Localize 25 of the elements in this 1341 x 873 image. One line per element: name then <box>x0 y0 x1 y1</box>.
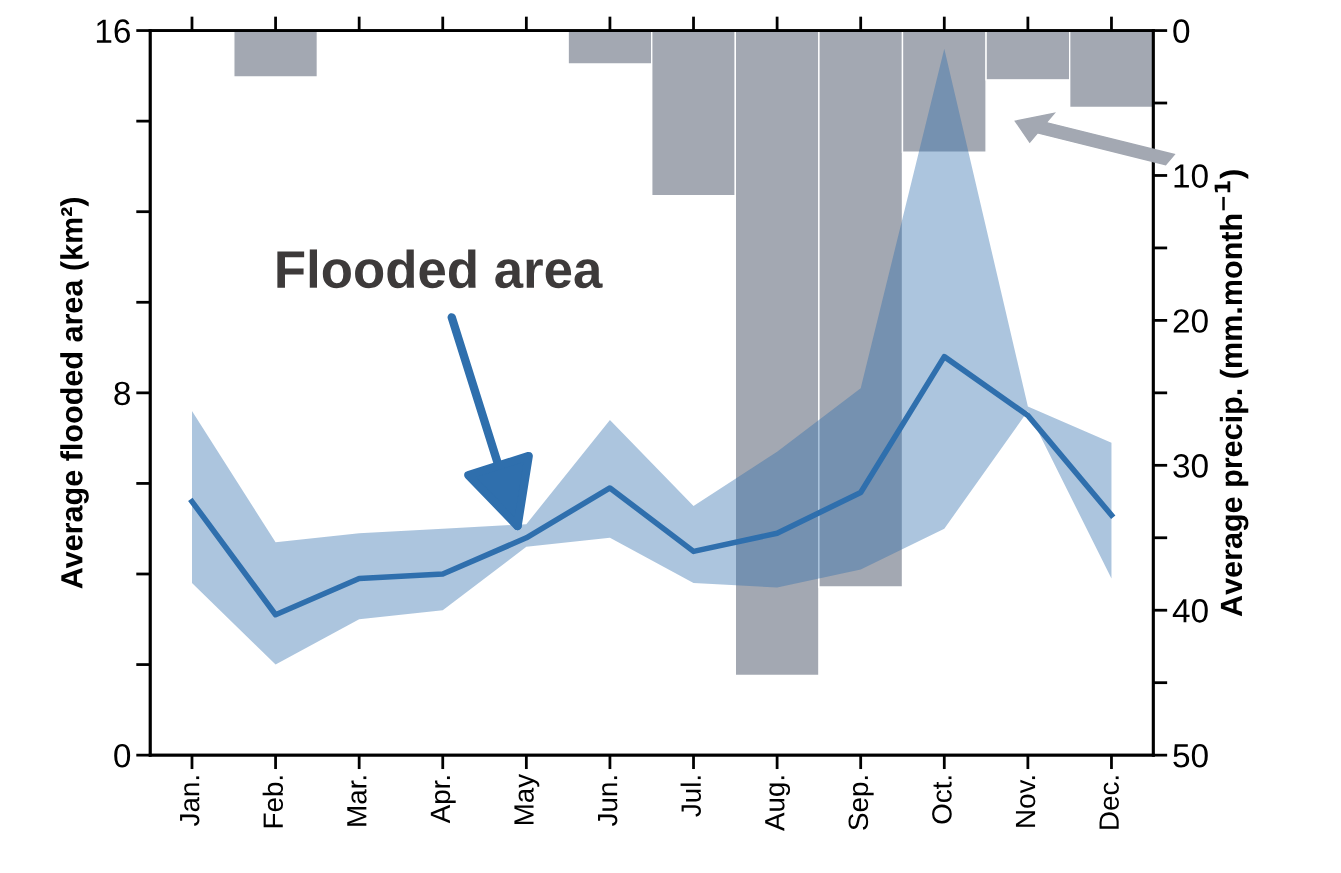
y2-tick-label: 0 <box>1173 19 1190 43</box>
x-tick-label: Jul. <box>680 776 701 817</box>
x-tick-label: Sep. <box>848 776 874 830</box>
y-tick-label: 8 <box>114 381 130 406</box>
x-tick-label: Apr. <box>430 776 456 824</box>
y2-tick-label: 30 <box>1173 454 1208 478</box>
x-tick-label: Aug. <box>765 776 791 831</box>
y2-tick-label: 50 <box>1173 743 1208 768</box>
y2-tick-label: 20 <box>1173 309 1208 333</box>
y-axis-title: Average flooded area (km²) <box>60 197 89 589</box>
x-tick-label: Oct. <box>932 776 952 824</box>
y-tick-label: 16 <box>96 19 130 43</box>
x-tick-label: May <box>514 773 540 825</box>
x-tick-label: Nov. <box>1015 776 1036 827</box>
x-tick-label: Jun. <box>598 776 618 826</box>
x-tick-label: Jan. <box>180 776 200 826</box>
annotation: Flooded area <box>277 249 603 289</box>
y2-tick-label: 10 <box>1174 164 1208 188</box>
y2-tick-label: 40 <box>1172 599 1208 623</box>
y-tick-label: 0 <box>114 743 131 768</box>
x-tick-label: Feb. <box>262 776 284 828</box>
y2-axis-title: Average precip. (mm.month$^{−1}$) <box>1214 170 1249 617</box>
x-tick-label: Mar. <box>347 776 367 826</box>
bar <box>233 30 319 78</box>
x-tick-label: Dec. <box>1099 776 1119 829</box>
